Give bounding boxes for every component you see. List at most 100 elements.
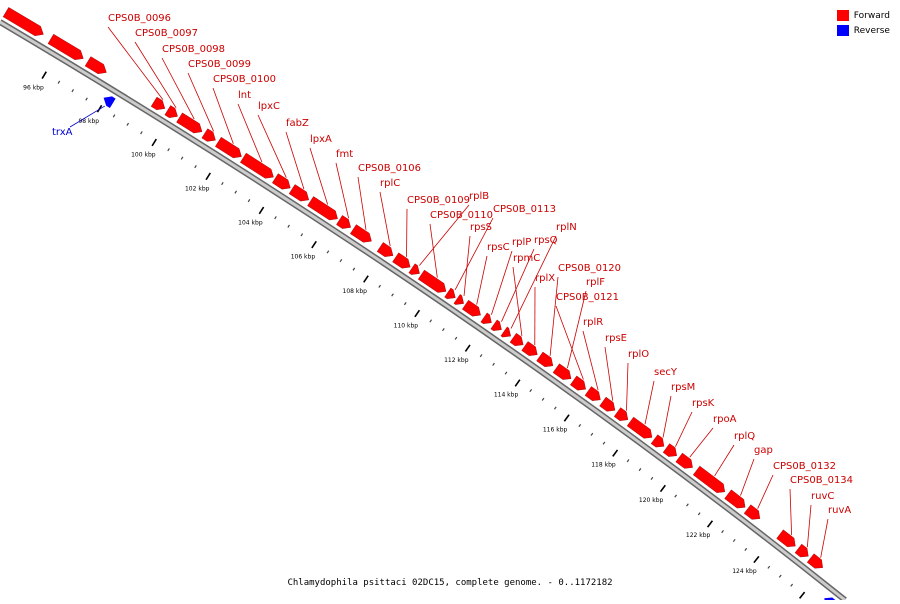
label-leader xyxy=(605,347,613,401)
gene-arrow xyxy=(676,453,693,468)
label-leader xyxy=(358,177,366,230)
gene-label: rplB xyxy=(469,191,489,202)
minor-tick xyxy=(768,566,770,568)
backbone-shadow xyxy=(0,22,845,600)
minor-tick xyxy=(181,157,183,160)
major-tick xyxy=(613,450,618,456)
legend-reverse: Reverse xyxy=(837,23,890,38)
tick-label: 108 kbp xyxy=(343,288,368,295)
gene-label: CPS0B_0106 xyxy=(358,163,421,174)
major-tick xyxy=(754,556,759,562)
gene-label: fabZ xyxy=(286,118,309,129)
tick-label: 98 kbp xyxy=(78,118,99,125)
gene-arrow xyxy=(85,57,106,74)
legend-forward-swatch xyxy=(837,10,849,21)
minor-tick xyxy=(687,504,689,506)
gene-label: CPS0B_0109 xyxy=(407,195,470,206)
gene-label: lpxA xyxy=(310,134,332,145)
minor-tick xyxy=(722,530,724,532)
gene-label: rpsS xyxy=(470,222,492,233)
minor-tick xyxy=(675,495,677,497)
major-tick xyxy=(515,380,520,387)
label-leader xyxy=(380,192,390,246)
major-tick xyxy=(364,276,368,283)
genome-caption: Chlamydophila psittaci 02DC15, complete … xyxy=(0,578,900,588)
gene-label: CPS0B_0100 xyxy=(213,74,276,85)
gene-label: rpsE xyxy=(605,333,627,344)
minor-tick xyxy=(353,268,355,270)
gene-arrow xyxy=(795,544,808,557)
minor-tick xyxy=(327,251,329,254)
tick-label: 112 kbp xyxy=(444,357,469,364)
minor-tick xyxy=(248,199,250,202)
gene-label: CPS0B_0132 xyxy=(773,461,836,472)
gene-arrow xyxy=(501,327,511,337)
tick-label: 122 kbp xyxy=(686,532,711,539)
tick-label: 114 kbp xyxy=(494,392,519,399)
gene-arrow xyxy=(454,294,464,304)
gene-label: rplR xyxy=(583,317,603,328)
gene-label: lnt xyxy=(238,90,251,101)
minor-tick xyxy=(480,354,482,356)
gene-label: gap xyxy=(754,445,773,456)
gene-label: rpsM xyxy=(671,382,695,393)
major-tick xyxy=(206,173,210,180)
major-tick xyxy=(661,485,666,491)
minor-tick xyxy=(58,81,60,84)
major-tick xyxy=(415,310,419,317)
label-leader xyxy=(583,331,598,390)
label-leader xyxy=(477,256,487,305)
gene-label: trxA xyxy=(52,127,73,138)
gene-label: CPS0B_0134 xyxy=(790,475,853,486)
gene-label: CPS0B_0099 xyxy=(188,59,251,70)
minor-tick xyxy=(639,468,641,470)
legend-reverse-swatch xyxy=(837,25,849,36)
minor-tick xyxy=(530,389,532,391)
minor-tick xyxy=(113,115,115,118)
label-leader xyxy=(464,236,470,296)
gene-label: CPS0B_0096 xyxy=(108,13,171,24)
gene-label: CPS0B_0120 xyxy=(558,263,621,274)
label-leader xyxy=(213,88,233,144)
gene-label: rpsC xyxy=(487,242,510,253)
major-tick xyxy=(708,521,713,527)
gene-label: rpsK xyxy=(692,398,715,409)
minor-tick xyxy=(455,337,457,339)
major-tick xyxy=(152,139,156,146)
minor-tick xyxy=(430,320,432,322)
gene-arrow xyxy=(570,376,585,390)
minor-tick xyxy=(603,442,605,444)
gene-arrow xyxy=(807,554,823,569)
gene-arrow xyxy=(777,530,796,547)
gene-label: CPS0B_0098 xyxy=(162,44,225,55)
minor-tick xyxy=(554,407,556,409)
tick-label: 110 kbp xyxy=(394,322,419,329)
tick-label: 124 kbp xyxy=(732,568,757,575)
major-tick xyxy=(800,592,805,598)
label-leader xyxy=(626,363,628,411)
gene-arrow xyxy=(553,364,571,380)
label-leader xyxy=(740,459,754,496)
tick-label: 100 kbp xyxy=(131,152,156,159)
minor-tick xyxy=(222,182,224,185)
gene-arrow xyxy=(663,444,677,457)
minor-tick xyxy=(392,294,394,296)
label-leader xyxy=(807,505,811,547)
minor-tick xyxy=(72,89,74,92)
label-leader xyxy=(310,148,328,205)
gene-arrow xyxy=(409,264,420,275)
minor-tick xyxy=(235,191,237,194)
gene-arrow xyxy=(393,253,411,268)
major-tick xyxy=(312,241,316,248)
gene-labels: trxACPS0B_0096CPS0B_0097CPS0B_0098CPS0B_… xyxy=(52,13,853,516)
gene-label: ruvC xyxy=(811,491,834,502)
tick-label: 106 kbp xyxy=(291,253,316,260)
gene-label: rplF xyxy=(586,277,605,288)
label-leader xyxy=(238,104,262,162)
legend-forward-label: Forward xyxy=(854,11,890,21)
minor-tick xyxy=(542,398,544,400)
gene-label: fmt xyxy=(336,149,353,160)
gene-arrow xyxy=(377,242,393,256)
gene-arrow xyxy=(744,505,760,520)
